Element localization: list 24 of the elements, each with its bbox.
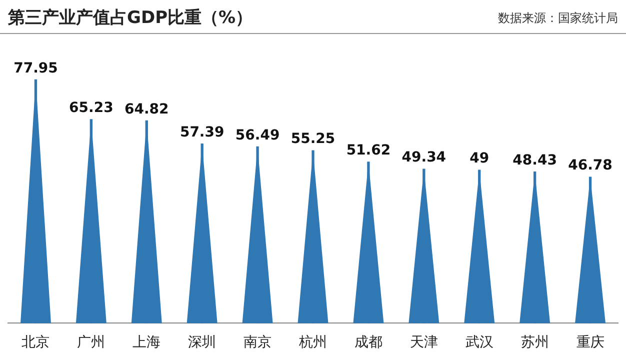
x-tick-label: 重庆 xyxy=(576,333,604,350)
x-tick-label: 苏州 xyxy=(520,333,549,350)
source-note: 数据来源：国家统计局 xyxy=(498,10,618,27)
data-label: 49.34 xyxy=(402,150,446,166)
x-tick-label: 北京 xyxy=(22,333,50,350)
x-tick-label: 杭州 xyxy=(298,333,327,350)
x-tick-label: 深圳 xyxy=(188,333,216,350)
x-tick-label: 南京 xyxy=(244,333,272,350)
data-label: 55.25 xyxy=(290,131,336,148)
data-label: 49 xyxy=(470,150,490,167)
x-tick-label: 成都 xyxy=(354,333,382,350)
data-label: 51.62 xyxy=(346,142,391,159)
data-label: 64.82 xyxy=(124,101,169,118)
data-label: 77.95 xyxy=(14,60,58,76)
x-tick-label: 上海 xyxy=(132,333,161,350)
data-label: 65.23 xyxy=(69,100,114,116)
x-tick-label: 天津 xyxy=(410,333,438,350)
x-tick-label: 武汉 xyxy=(465,333,494,350)
chart-title: 第三产业产值占GDP比重（%） xyxy=(8,7,253,29)
data-label: 46.78 xyxy=(568,158,612,174)
x-tick-label: 广州 xyxy=(77,333,106,350)
data-label: 57.39 xyxy=(180,124,224,141)
data-label: 56.49 xyxy=(235,127,280,144)
data-label: 48.43 xyxy=(512,152,557,169)
